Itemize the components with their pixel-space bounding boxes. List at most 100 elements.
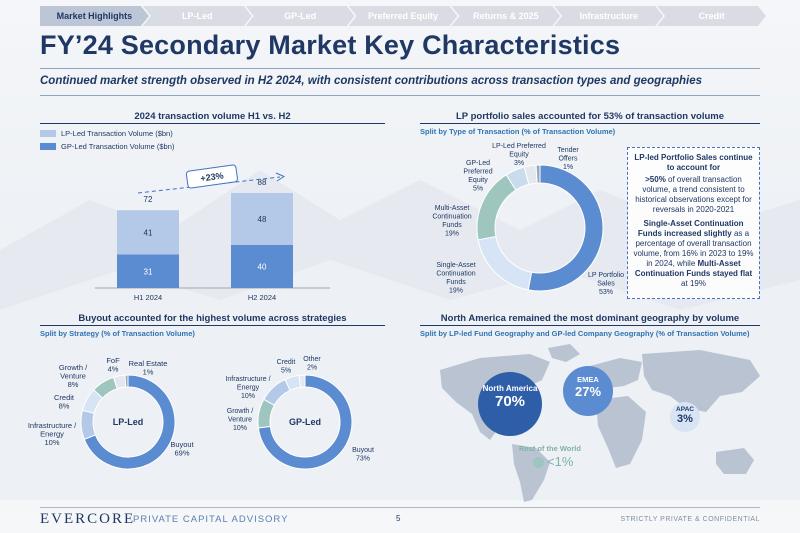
lp-strategy-label-buyout-1: 69% [174,449,189,458]
type-label-lp-led-preferred-equity-2: 3% [514,160,524,167]
callout-text-1: of overall transaction volume, a trend c… [635,175,752,214]
type-label-tender-offers-1: Offers [559,156,578,163]
type-label-multi-asset-continuation-funds-0: Multi-Asset [435,205,470,212]
gp-strategy-label-credit-0: Credit [277,359,296,366]
bar-lp-value-h1-2024: 41 [144,228,153,237]
tab-infrastructure[interactable]: Infrastructure [554,6,663,26]
strategy-section-rule [40,325,385,326]
apac-label: APAC [676,406,694,413]
callout-highlight-2: Single-Asset Continuation Funds increase… [637,219,744,238]
lp-strategy-slice-buyout [83,374,176,470]
tab-returns-2025[interactable]: Returns & 2025 [451,6,560,26]
type-slice-lp-portfolio-sales [527,164,604,292]
lp-strategy-label-fof-1: 4% [108,365,119,374]
lp-strategy-label-growth-venture-2: 8% [68,380,79,389]
gp-strategy-label-growth-venture-0: Growth / [227,408,254,415]
lp-strategy-slice-infrastructure-energy [80,409,97,440]
gp-strategy-label-infrastructure-energy-2: 10% [241,393,255,400]
legend-swatch-lp [40,130,56,137]
type-label-gp-led-preferred-equity-1: Preferred [463,169,492,176]
gp-strategy-label-other-0: Other [303,356,321,363]
bar-category-h1-2024: H1 2024 [134,293,162,302]
bar-gp-h2-2024 [231,244,293,288]
type-label-gp-led-preferred-equity-0: GP-Led [466,160,490,167]
lp-strategy-label-real-estate-0: Real Estate [129,359,168,368]
emea-value: 27% [574,384,602,399]
page-subtitle: Continued market strength observed in H2… [40,75,703,87]
lp-strategy-slice-real-estate [124,374,129,388]
north-america-value: 70% [494,393,526,410]
gp-strategy-center-label: GP-Led [289,417,321,427]
callout-text-3: at 19% [681,279,706,288]
insight-callout: LP-led Portfolio Sales continue to accou… [627,147,760,299]
page-number: 5 [396,514,401,523]
gp-strategy-slice-buyout [257,374,353,470]
footer-division: PRIVATE CAPITAL ADVISORY [133,514,289,525]
lp-strategy-label-growth-venture-0: Growth / [59,363,88,372]
geo-section-rule [420,325,760,326]
type-label-gp-led-preferred-equity-2: Equity [468,177,488,184]
lp-strategy-label-buyout-0: Buyout [170,440,194,449]
volume-section-title: 2024 transaction volume H1 vs. H2 [134,111,291,122]
legend-label-gp: GP-Led Transaction Volume ($bn) [61,142,175,151]
callout-paragraph-1: >50% of overall transaction volume, a tr… [632,175,755,215]
tab-lp-led[interactable]: LP-Led [143,6,252,26]
callout-text-2: as a percentage of overall transaction v… [633,229,754,268]
emea-bubble: EMEA 27% [563,366,613,416]
tab-market-highlights[interactable]: Market Highlights [40,6,149,26]
type-slice-single-asset-continuation-funds [477,235,533,291]
geo-section-subtitle: Split by LP-led Fund Geography and GP-le… [420,329,750,338]
type-label-single-asset-continuation-funds-2: Funds [446,279,466,286]
type-label-lp-portfolio-sales-1: Sales [597,281,615,288]
callout-paragraph-2: Single-Asset Continuation Funds increase… [632,219,755,289]
callout-highlight-3: Multi-Asset Continuation Funds stayed fl… [634,259,753,278]
bar-gp-value-h2-2024: 40 [258,262,267,271]
apac-value: 3% [677,413,693,425]
north-america-label: North America [482,384,538,393]
subtitle-divider [40,95,760,96]
bar-total-h1-2024: 72 [144,195,153,204]
legend-label-lp: LP-Led Transaction Volume ($bn) [61,129,173,138]
lp-section-rule [420,123,760,124]
rest-of-world-label: Rest of the World [519,444,581,453]
lp-strategy-label-growth-venture-1: Venture [60,372,86,381]
type-label-multi-asset-continuation-funds-3: 19% [445,231,459,238]
volume-bar-chart: 31 41 72 H1 2024 40 48 88 H2 2024 +23% [95,164,330,302]
confidential-notice: STRICTLY PRIVATE & CONFIDENTIAL [620,516,760,523]
gp-strategy-label-infrastructure-energy-0: Infrastructure / [225,376,270,383]
gp-strategy-label-credit-1: 5% [281,368,291,375]
callout-highlight-1: >50% [645,175,666,184]
lp-strategy-label-credit-0: Credit [54,393,75,402]
gp-strategy-label-buyout-1: 73% [356,456,370,463]
rest-of-world-bubble [533,457,544,468]
bar-lp-h2-2024 [231,192,293,245]
bar-lp-h1-2024 [117,210,179,255]
growth-badge-box [185,164,238,189]
tab-gp-led[interactable]: GP-Led [246,6,355,26]
type-label-lp-led-preferred-equity-1: Equity [509,152,529,159]
gp-strategy-slice-other [298,374,306,388]
type-label-lp-portfolio-sales-0: LP Portfolio [588,272,624,279]
gp-strategy-label-infrastructure-energy-1: Energy [237,385,260,392]
bar-lp-value-h2-2024: 48 [258,215,267,224]
type-label-single-asset-continuation-funds-3: 19% [449,288,463,295]
lp-strategy-label-infrastructure-energy-0: Infrastructure / [28,421,77,430]
type-label-single-asset-continuation-funds-0: Single-Asset [436,262,475,269]
bar-total-h2-2024: 88 [258,178,267,187]
world-map [440,344,760,502]
type-label-lp-led-preferred-equity-0: LP-Led Preferred [492,143,546,150]
gp-strategy-label-growth-venture-1: Venture [228,417,252,424]
evercore-logo: EVERCORE [40,511,136,527]
volume-section-rule [40,123,385,124]
growth-badge: +23% [185,164,238,189]
gp-strategy-label-growth-venture-2: 10% [233,425,247,432]
tab-credit[interactable]: Credit [657,6,766,26]
geo-section-title: North America remained the most dominant… [440,313,740,324]
footer-divider [40,507,760,508]
tab-preferred-equity[interactable]: Preferred Equity [349,6,458,26]
legend-swatch-gp [40,143,56,150]
section-nav: Market Highlights LP-Led GP-Led Preferre… [40,6,760,26]
